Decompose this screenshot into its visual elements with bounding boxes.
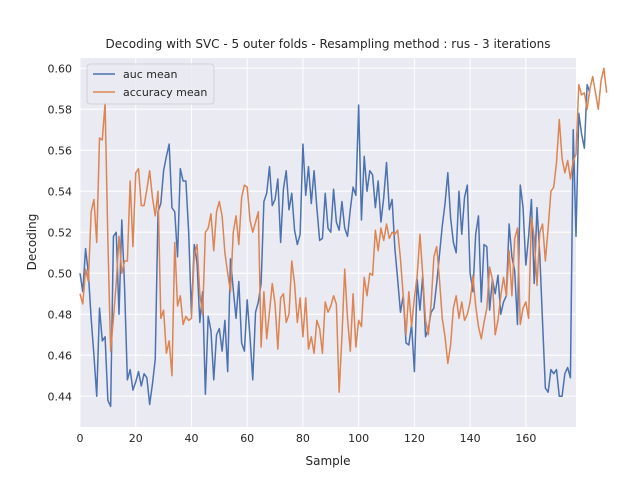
legend-box bbox=[86, 63, 215, 105]
y-tick-label: 0.48 bbox=[48, 308, 73, 321]
y-tick-label: 0.52 bbox=[48, 226, 73, 239]
y-tick-label: 0.58 bbox=[48, 103, 73, 116]
x-axis-label: Sample bbox=[306, 454, 351, 468]
y-tick-label: 0.54 bbox=[48, 185, 73, 198]
legend-label-auc-mean: auc mean bbox=[123, 68, 177, 81]
series-line-auc-mean bbox=[79, 83, 591, 408]
y-axis-ticks: 0.44 0.46 0.48 0.50 0.52 0.54 0.56 0.58 0.60 bbox=[48, 62, 73, 403]
x-tick-label: 80 bbox=[296, 432, 310, 445]
legend: auc mean accuracy mean bbox=[86, 63, 215, 105]
y-tick-label: 0.44 bbox=[48, 390, 73, 403]
x-tick-label: 120 bbox=[404, 432, 425, 445]
x-tick-label: 140 bbox=[460, 432, 481, 445]
x-tick-label: 100 bbox=[348, 432, 369, 445]
y-tick-label: 0.50 bbox=[48, 267, 73, 280]
x-axis-ticks: 0 20 40 60 80 100 120 140 160 bbox=[77, 432, 537, 445]
y-tick-label: 0.46 bbox=[48, 349, 73, 362]
chart-title: Decoding with SVC - 5 outer folds - Resa… bbox=[106, 37, 551, 51]
x-tick-label: 160 bbox=[515, 432, 536, 445]
plot-area bbox=[80, 58, 576, 427]
x-tick-label: 60 bbox=[240, 432, 254, 445]
series-lines bbox=[79, 67, 608, 408]
y-tick-label: 0.56 bbox=[48, 144, 73, 157]
series-line-accuracy-mean bbox=[79, 67, 608, 393]
x-tick-label: 0 bbox=[77, 432, 84, 445]
y-axis-label: Decoding bbox=[25, 214, 39, 271]
x-tick-label: 40 bbox=[184, 432, 198, 445]
y-tick-label: 0.60 bbox=[48, 62, 73, 75]
legend-label-accuracy-mean: accuracy mean bbox=[123, 86, 207, 99]
x-tick-label: 20 bbox=[129, 432, 143, 445]
